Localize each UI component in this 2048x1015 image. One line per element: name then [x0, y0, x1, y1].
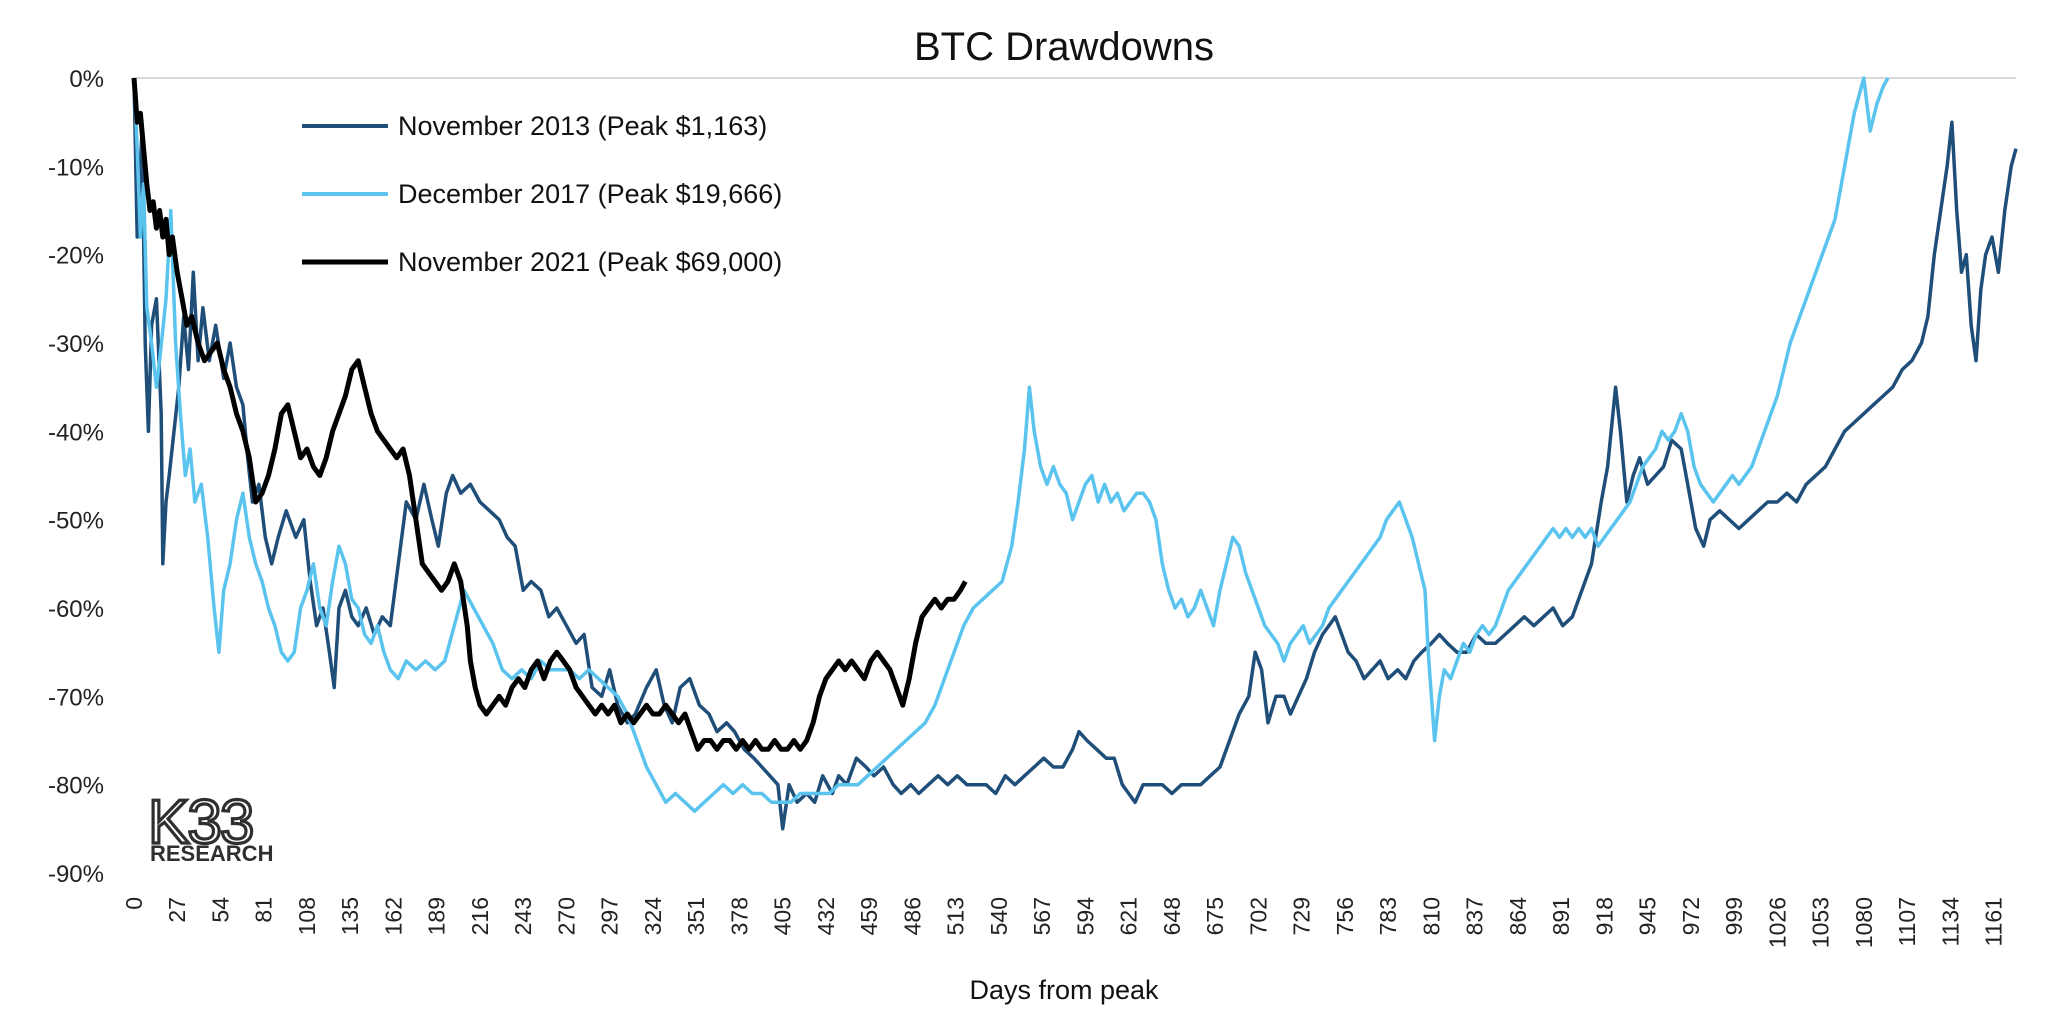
- x-tick-label: 1053: [1808, 897, 1834, 948]
- x-tick-label: 378: [726, 897, 752, 935]
- x-tick-label: 216: [467, 897, 493, 935]
- x-tick-label: 972: [1678, 897, 1704, 935]
- x-tick-label: 837: [1462, 897, 1488, 935]
- y-tick-label: -60%: [48, 596, 104, 623]
- x-tick-label: 162: [380, 897, 406, 935]
- x-tick-label: 486: [899, 897, 925, 935]
- y-axis-ticks: 0% -10% -20% -30% -40% -50% -60% -70% -80% -90%: [48, 66, 104, 888]
- x-tick-label: 0: [121, 897, 147, 910]
- y-tick-label: -50%: [48, 508, 104, 535]
- x-tick-label: 108: [294, 897, 320, 935]
- x-tick-label: 567: [1029, 897, 1055, 935]
- x-tick-label: 135: [337, 897, 363, 935]
- x-tick-label: 81: [251, 897, 277, 923]
- chart-title: BTC Drawdowns: [914, 25, 1214, 69]
- x-tick-label: 621: [1116, 897, 1142, 935]
- y-tick-label: -30%: [48, 331, 104, 358]
- x-tick-label: 810: [1418, 897, 1444, 935]
- x-tick-label: 945: [1635, 897, 1661, 935]
- legend-label-2013: November 2013 (Peak $1,163): [398, 111, 767, 141]
- x-tick-label: 324: [640, 897, 666, 936]
- y-tick-label: -20%: [48, 243, 104, 270]
- x-tick-label: 1161: [1981, 897, 2007, 946]
- legend-label-2021: November 2021 (Peak $69,000): [398, 247, 782, 277]
- x-tick-label: 891: [1548, 897, 1574, 935]
- x-tick-label: 459: [856, 897, 882, 935]
- series-line-1: [132, 76, 1890, 813]
- series-group: [131, 76, 2018, 831]
- x-tick-label: 594: [1072, 897, 1098, 936]
- x-tick-label: 1026: [1764, 897, 1790, 948]
- x-tick-label: 1107: [1894, 897, 1920, 946]
- x-tick-label: 270: [553, 897, 579, 935]
- y-tick-label: 0%: [69, 66, 104, 93]
- x-tick-label: 513: [943, 897, 969, 935]
- x-tick-label: 1134: [1937, 897, 1963, 947]
- x-tick-label: 648: [1159, 897, 1185, 935]
- y-tick-label: -10%: [48, 154, 104, 181]
- logo-mark: K33: [148, 788, 252, 857]
- y-tick-label: -70%: [48, 684, 104, 711]
- k33-research-logo: K33 RESEARCH: [146, 786, 273, 866]
- x-tick-label: 351: [683, 897, 709, 935]
- x-tick-label: 1080: [1851, 897, 1877, 948]
- x-tick-label: 405: [770, 897, 796, 935]
- x-axis-label: Days from peak: [969, 975, 1159, 1005]
- legend-label-2017: December 2017 (Peak $19,666): [398, 179, 782, 209]
- x-tick-label: 729: [1289, 897, 1315, 935]
- x-tick-label: 756: [1332, 897, 1358, 935]
- logo-subtitle: RESEARCH: [150, 841, 273, 866]
- x-tick-label: 999: [1721, 897, 1747, 935]
- x-tick-label: 540: [986, 897, 1012, 935]
- y-tick-label: -90%: [48, 861, 104, 888]
- x-axis-ticks: 0 27 54 81 108 135 162 189 216 243 270 297 324 351 378…: [121, 897, 2007, 948]
- y-tick-label: -40%: [48, 419, 104, 446]
- x-tick-label: 783: [1375, 897, 1401, 935]
- legend: November 2013 (Peak $1,163) December 201…: [302, 111, 782, 277]
- x-tick-label: 189: [424, 897, 450, 935]
- x-tick-label: 27: [164, 897, 190, 923]
- x-tick-label: 864: [1505, 897, 1531, 936]
- x-tick-label: 675: [1202, 897, 1228, 935]
- y-tick-label: -80%: [48, 773, 104, 800]
- x-tick-label: 918: [1591, 897, 1617, 935]
- x-tick-label: 243: [510, 897, 536, 935]
- x-tick-label: 297: [597, 897, 623, 935]
- x-tick-label: 432: [813, 897, 839, 935]
- series-line-2: [131, 77, 968, 752]
- series-line-0: [132, 77, 2018, 831]
- x-tick-label: 702: [1245, 897, 1271, 935]
- x-tick-label: 54: [207, 897, 233, 923]
